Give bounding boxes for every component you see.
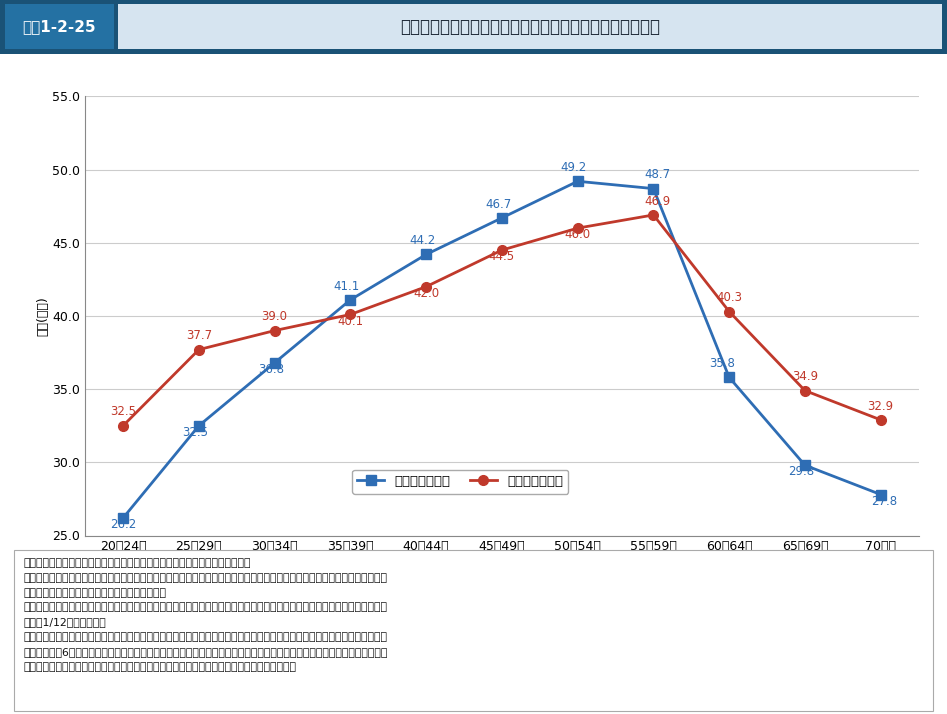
Text: 36.8: 36.8 <box>258 363 284 376</box>
Text: 42.0: 42.0 <box>413 287 439 300</box>
FancyBboxPatch shape <box>0 0 947 54</box>
Text: 26.2: 26.2 <box>110 518 136 531</box>
Text: 44.5: 44.5 <box>489 250 515 263</box>
看護師（万円） <box>724 307 735 316</box>
看護師（万円） <box>799 386 811 395</box>
産業計（万円） <box>345 296 356 304</box>
FancyBboxPatch shape <box>118 4 942 49</box>
看護師（万円） <box>117 421 129 430</box>
産業計（万円） <box>648 184 659 193</box>
看護師（万円） <box>193 346 205 354</box>
FancyBboxPatch shape <box>14 550 933 710</box>
FancyBboxPatch shape <box>5 4 114 49</box>
Text: 49.2: 49.2 <box>561 161 587 174</box>
Text: 41.1: 41.1 <box>333 279 360 293</box>
Text: 40.3: 40.3 <box>716 291 742 304</box>
Line: 看護師（万円）: 看護師（万円） <box>118 210 885 431</box>
産業計（万円） <box>572 177 583 186</box>
産業計（万円） <box>799 461 811 470</box>
Legend: 産業計（万円）, 看護師（万円）: 産業計（万円）, 看護師（万円） <box>352 470 568 494</box>
産業計（万円） <box>420 250 432 258</box>
Text: 35.8: 35.8 <box>708 357 735 370</box>
看護師（万円） <box>572 224 583 233</box>
Line: 産業計（万円）: 産業計（万円） <box>118 176 885 523</box>
看護師（万円） <box>648 211 659 219</box>
Text: 46.9: 46.9 <box>644 195 670 208</box>
Text: 37.7: 37.7 <box>186 329 212 342</box>
看護師（万円） <box>496 246 508 254</box>
看護師（万円） <box>269 326 280 335</box>
Text: 27.8: 27.8 <box>871 495 898 508</box>
産業計（万円） <box>875 491 886 499</box>
Text: 資料：内閣官房全世代型社会保障構築会議公的価格評価検討委員会第２回資料
（注）　いずれも厚生労働省政策統括官（統計・情報政策、労使関係担当）「令和２年賃金構造基: 資料：内閣官房全世代型社会保障構築会議公的価格評価検討委員会第２回資料 （注） … <box>24 558 387 672</box>
Text: 46.7: 46.7 <box>485 198 511 211</box>
Text: 32.9: 32.9 <box>867 400 894 413</box>
Text: 32.5: 32.5 <box>110 406 136 418</box>
Text: 看護師の年齢階級別平均賃金（役職者含む）（月収換算）: 看護師の年齢階級別平均賃金（役職者含む）（月収換算） <box>401 18 660 36</box>
看護師（万円） <box>345 310 356 318</box>
Y-axis label: 月収(万円): 月収(万円) <box>37 296 49 336</box>
産業計（万円） <box>724 373 735 382</box>
Text: 32.5: 32.5 <box>182 426 208 439</box>
Text: 図表1-2-25: 図表1-2-25 <box>23 19 96 34</box>
Text: 34.9: 34.9 <box>792 371 818 383</box>
産業計（万円） <box>117 513 129 522</box>
Text: 44.2: 44.2 <box>409 234 436 247</box>
Text: 39.0: 39.0 <box>261 311 288 323</box>
産業計（万円） <box>269 358 280 367</box>
看護師（万円） <box>875 416 886 424</box>
Text: 29.8: 29.8 <box>788 466 814 478</box>
産業計（万円） <box>193 421 205 430</box>
Text: 40.1: 40.1 <box>337 315 364 328</box>
Text: 46.0: 46.0 <box>564 228 591 241</box>
Text: 48.7: 48.7 <box>644 169 670 181</box>
産業計（万円） <box>496 213 508 222</box>
看護師（万円） <box>420 282 432 291</box>
